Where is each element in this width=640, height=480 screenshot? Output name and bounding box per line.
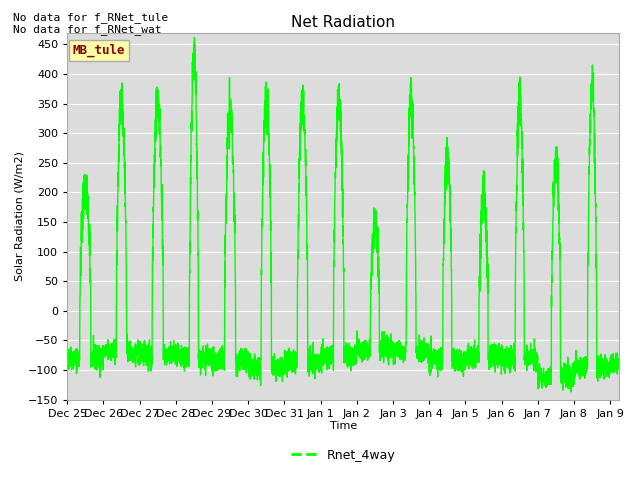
Title: Net Radiation: Net Radiation xyxy=(291,15,395,30)
Text: No data for f_RNet_tule: No data for f_RNet_tule xyxy=(13,12,168,23)
Text: MB_tule: MB_tule xyxy=(73,44,125,57)
Legend: Rnet_4way: Rnet_4way xyxy=(286,444,400,467)
Y-axis label: Solar Radiation (W/m2): Solar Radiation (W/m2) xyxy=(15,151,25,281)
X-axis label: Time: Time xyxy=(330,421,357,432)
Text: No data for f_RNet_wat: No data for f_RNet_wat xyxy=(13,24,161,35)
